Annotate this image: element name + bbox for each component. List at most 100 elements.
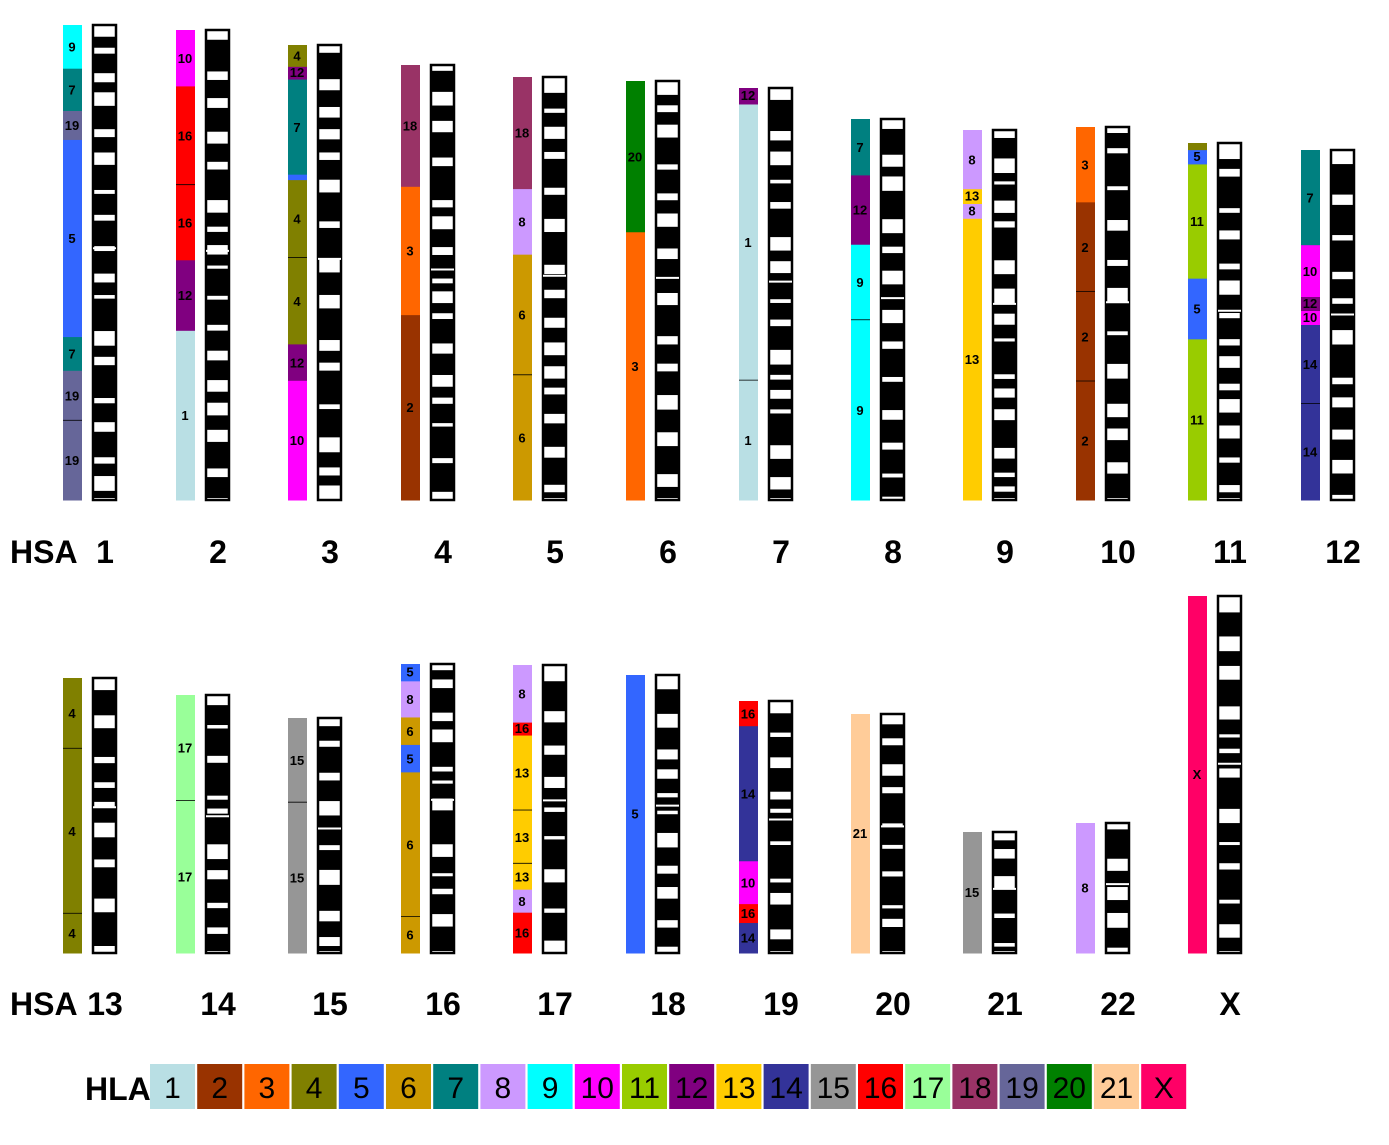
g-band [206, 299, 229, 325]
chromosome-hsa-19: 16 14 10 16 14 [739, 699, 794, 955]
g-band [656, 898, 679, 921]
g-band [769, 939, 792, 951]
legend-item-19: 19 [999, 1064, 1045, 1109]
hla-segment-label: 2 [1081, 329, 1088, 344]
g-band [93, 490, 116, 498]
g-band [431, 319, 454, 344]
g-band [993, 303, 1016, 314]
legend-label: 3 [259, 1072, 276, 1105]
g-band [769, 489, 792, 498]
g-band [769, 812, 792, 842]
hla-segment [288, 802, 307, 954]
chromosome-outline [654, 79, 681, 502]
legend-item-3: 3 [244, 1064, 290, 1109]
g-band [1331, 240, 1354, 272]
g-band [656, 759, 679, 770]
g-band [1218, 651, 1241, 666]
g-band [769, 799, 792, 809]
legend-label: 8 [495, 1072, 512, 1105]
g-band [656, 226, 679, 249]
g-band [656, 169, 679, 194]
hla-segment-label: 12 [853, 203, 867, 218]
hla-segment-label: 12 [178, 288, 192, 303]
hla-segment [851, 119, 870, 176]
g-band [318, 884, 341, 911]
hla-segment [739, 88, 758, 105]
hla-segment [513, 722, 532, 737]
g-band [206, 169, 229, 201]
hla-segment [739, 904, 758, 924]
g-band [543, 394, 566, 414]
hsa-number-20: 20 [875, 986, 911, 1022]
g-band [1218, 903, 1241, 925]
hla-segment-label: 8 [968, 203, 975, 218]
g-band [993, 378, 1016, 389]
g-band [543, 722, 566, 746]
g-band [206, 705, 229, 726]
g-band [431, 403, 454, 424]
hla-segment-label: 2 [1081, 433, 1088, 448]
g-band [318, 159, 341, 180]
g-band [318, 272, 341, 295]
legend-label: 12 [675, 1072, 708, 1105]
hla-segment [1301, 297, 1320, 312]
hla-segment [739, 104, 758, 382]
hsa-number-X: X [1219, 986, 1241, 1022]
chromosome-hsa-18: 5 [626, 673, 681, 955]
legend-swatch [291, 1064, 337, 1109]
g-band [543, 912, 566, 941]
hla-segment-label: 9 [68, 40, 75, 55]
g-band [1106, 927, 1129, 948]
legend-label: 11 [629, 1072, 660, 1105]
hla-segment-label: 14 [741, 931, 756, 946]
hla-segment [63, 25, 82, 70]
g-band [431, 670, 454, 680]
hla-segment-label: 10 [741, 875, 755, 890]
hla-segment-label: 5 [1193, 149, 1200, 164]
row-label-hsa-bottom: HSA [10, 986, 78, 1022]
hla-segment-label: 8 [518, 215, 525, 230]
hla-segment-label: 1 [744, 433, 751, 448]
hla-segment-label: 14 [741, 786, 756, 801]
hla-segment [63, 139, 82, 338]
g-band [881, 233, 904, 247]
hla-segment-label: 12 [1303, 296, 1317, 311]
g-band [1106, 301, 1129, 332]
g-band [769, 413, 792, 446]
hla-segment-label: 7 [68, 83, 75, 98]
hla-segment-label: 3 [1081, 157, 1088, 172]
g-band [431, 856, 454, 874]
hla-segment [176, 86, 195, 186]
hla-segment-label: 11 [1190, 412, 1204, 427]
g-band [431, 783, 454, 799]
legend-item-15: 15 [810, 1064, 856, 1109]
g-band [318, 227, 341, 260]
color-legend: 1 2 3 4 5 6 7 8 9 10 11 12 13 14 15 16 17 18 19 20 21 X [150, 1064, 1187, 1109]
hla-segment-label: 14 [1303, 357, 1318, 372]
chromosome-outline [541, 663, 568, 955]
legend-swatch [386, 1064, 431, 1109]
g-band [769, 768, 792, 792]
hla-segment [513, 912, 532, 954]
g-band [656, 814, 679, 833]
hla-segment-label: 8 [406, 692, 413, 707]
chromosome-outline [879, 117, 906, 502]
g-band [769, 326, 792, 350]
g-band [431, 207, 454, 217]
hla-segment-label: 13 [515, 869, 529, 884]
g-band [769, 183, 792, 203]
hla-segment-label: 8 [968, 152, 975, 167]
legend-item-18: 18 [952, 1064, 998, 1109]
g-band [1331, 473, 1354, 495]
g-band [93, 105, 116, 130]
g-band [881, 323, 904, 342]
hla-segment-label: 15 [965, 885, 979, 900]
hsa-number-5: 5 [546, 534, 564, 570]
hsa-number-17: 17 [537, 986, 573, 1022]
g-band [769, 99, 792, 132]
g-band [543, 194, 566, 219]
g-band [1106, 133, 1129, 149]
g-band [1106, 190, 1129, 221]
chromosome-outline [429, 662, 456, 955]
